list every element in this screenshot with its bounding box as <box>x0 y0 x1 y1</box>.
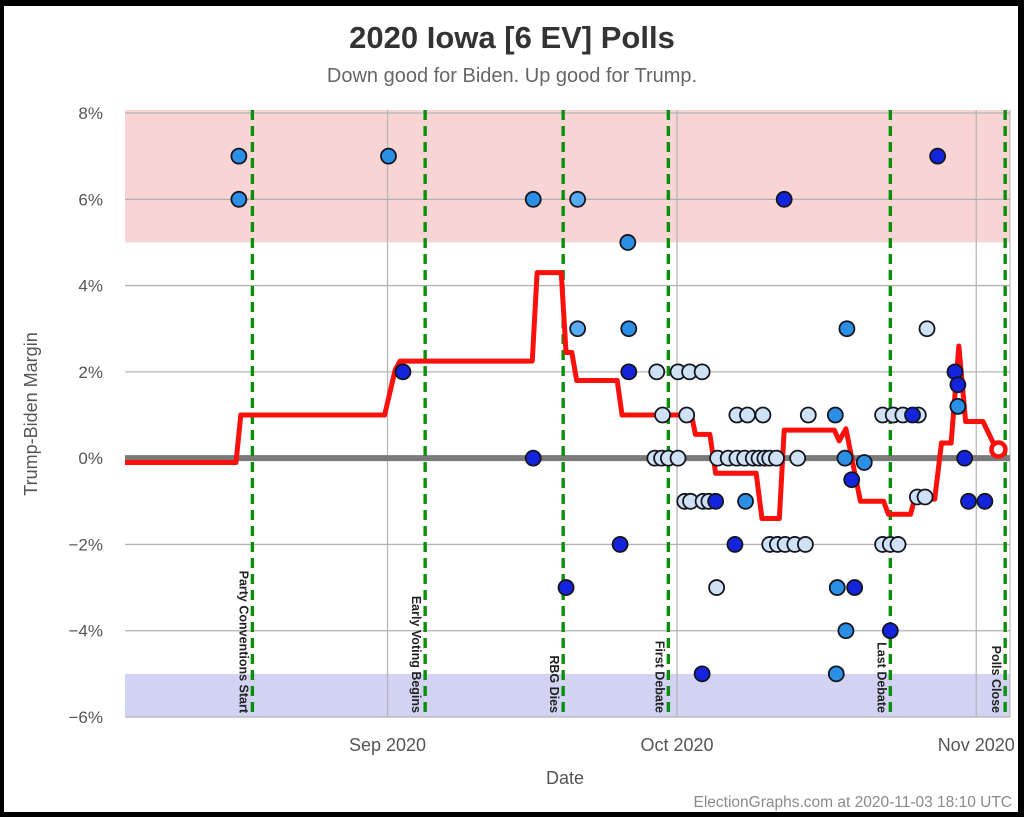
poll-dot-light <box>693 363 711 381</box>
poll-dot-dark <box>960 492 977 510</box>
trend-end-marker <box>989 440 1008 459</box>
y-tick-label: −2% <box>69 535 104 554</box>
poll-dot-medium <box>826 406 844 424</box>
y-tick-label: 2% <box>78 363 103 382</box>
trend-line <box>125 270 999 522</box>
poll-dot-light <box>678 406 696 424</box>
event-label: Polls Close <box>989 646 1003 713</box>
event-label: Party Conventions Start <box>236 571 250 714</box>
x-tick-label: Sep 2020 <box>349 735 426 755</box>
poll-dot-medium <box>737 492 754 510</box>
y-tick-label: −4% <box>69 622 104 641</box>
poll-dot-dark <box>775 190 793 208</box>
poll-dot-light <box>739 406 756 424</box>
poll-dot-dark <box>726 536 744 553</box>
poll-dot-light <box>799 406 817 424</box>
x-tick-label: Oct 2020 <box>641 735 714 755</box>
poll-dot-medium <box>828 579 846 596</box>
poll-dot-light <box>789 449 807 467</box>
poll-dot-dark <box>707 492 725 510</box>
poll-dot-light <box>796 536 814 553</box>
poll-dot-medium <box>230 147 248 165</box>
event-label: First Debate <box>652 641 666 713</box>
poll-dot-dark <box>394 363 412 381</box>
poll-dot-light <box>918 320 936 338</box>
y-tick-label: 6% <box>78 190 103 209</box>
poll-dot-light <box>654 406 671 424</box>
poll-dot-medium <box>230 190 248 208</box>
credit-line: ElectionGraphs.com at 2020-11-03 18:10 U… <box>694 794 1013 811</box>
poll-dot-light <box>708 579 726 596</box>
poll-dot-medium-light <box>569 320 587 338</box>
poll-dot-medium <box>619 234 637 251</box>
poll-dot-light <box>768 449 785 467</box>
poll-dot-medium-light <box>569 190 587 208</box>
poll-dot-medium <box>836 449 854 467</box>
window-border-left <box>0 0 4 817</box>
y-tick-label: 4% <box>78 277 103 296</box>
biden-lead-band <box>125 673 1010 717</box>
poll-dot-dark <box>904 406 921 424</box>
poll-dot-dark <box>693 665 711 683</box>
poll-dot-dark <box>949 376 967 394</box>
poll-dot-medium <box>620 320 638 338</box>
poll-dot-light <box>916 488 934 506</box>
window-border-bottom <box>0 812 1024 817</box>
y-tick-label: −6% <box>69 708 104 727</box>
poll-dot-dark <box>846 579 864 596</box>
poll-dot-medium <box>524 190 542 208</box>
event-label: Early Voting Begins <box>409 596 423 713</box>
poll-dot-medium <box>827 665 845 683</box>
poll-dot-medium <box>837 622 855 640</box>
poll-dot-medium <box>855 454 873 471</box>
poll-dot-light <box>889 536 907 553</box>
poll-dot-dark <box>524 449 542 467</box>
poll-dot-dark <box>881 622 899 640</box>
chart-subtitle: Down good for Biden. Up good for Trump. <box>327 65 697 87</box>
poll-dot-dark <box>976 492 994 510</box>
y-axis-title: Trump-Biden Margin <box>21 332 41 495</box>
poll-dot-light <box>669 449 687 467</box>
trump-lead-band <box>125 110 1010 243</box>
window-border-top <box>0 0 1024 6</box>
poll-dot-light <box>648 363 666 381</box>
event-label: Last Debate <box>874 642 888 713</box>
y-tick-label: 8% <box>78 104 103 123</box>
y-tick-label: 0% <box>78 449 103 468</box>
chart-title: 2020 Iowa [6 EV] Polls <box>349 20 675 55</box>
poll-dot-dark <box>956 449 974 467</box>
poll-dot-dark <box>929 147 947 165</box>
x-tick-label: Nov 2020 <box>938 735 1015 755</box>
poll-dot-light <box>754 406 772 424</box>
poll-dot-dark <box>843 471 861 489</box>
poll-dot-medium <box>380 147 397 165</box>
x-axis-title: Date <box>546 768 584 788</box>
window-border-right <box>1018 0 1024 817</box>
poll-dot-medium <box>838 320 856 338</box>
event-label: RBG Dies <box>547 655 561 713</box>
poll-dot-dark <box>620 363 638 381</box>
plot-layer: 8% 6% 4% 2% 0% −2% −4% −6% Sep 2020 Oct 2020 Nov 2… <box>69 104 1015 755</box>
poll-dot-dark <box>611 536 629 553</box>
poll-dot-dark <box>557 579 575 596</box>
poll-dot-medium <box>949 397 967 415</box>
